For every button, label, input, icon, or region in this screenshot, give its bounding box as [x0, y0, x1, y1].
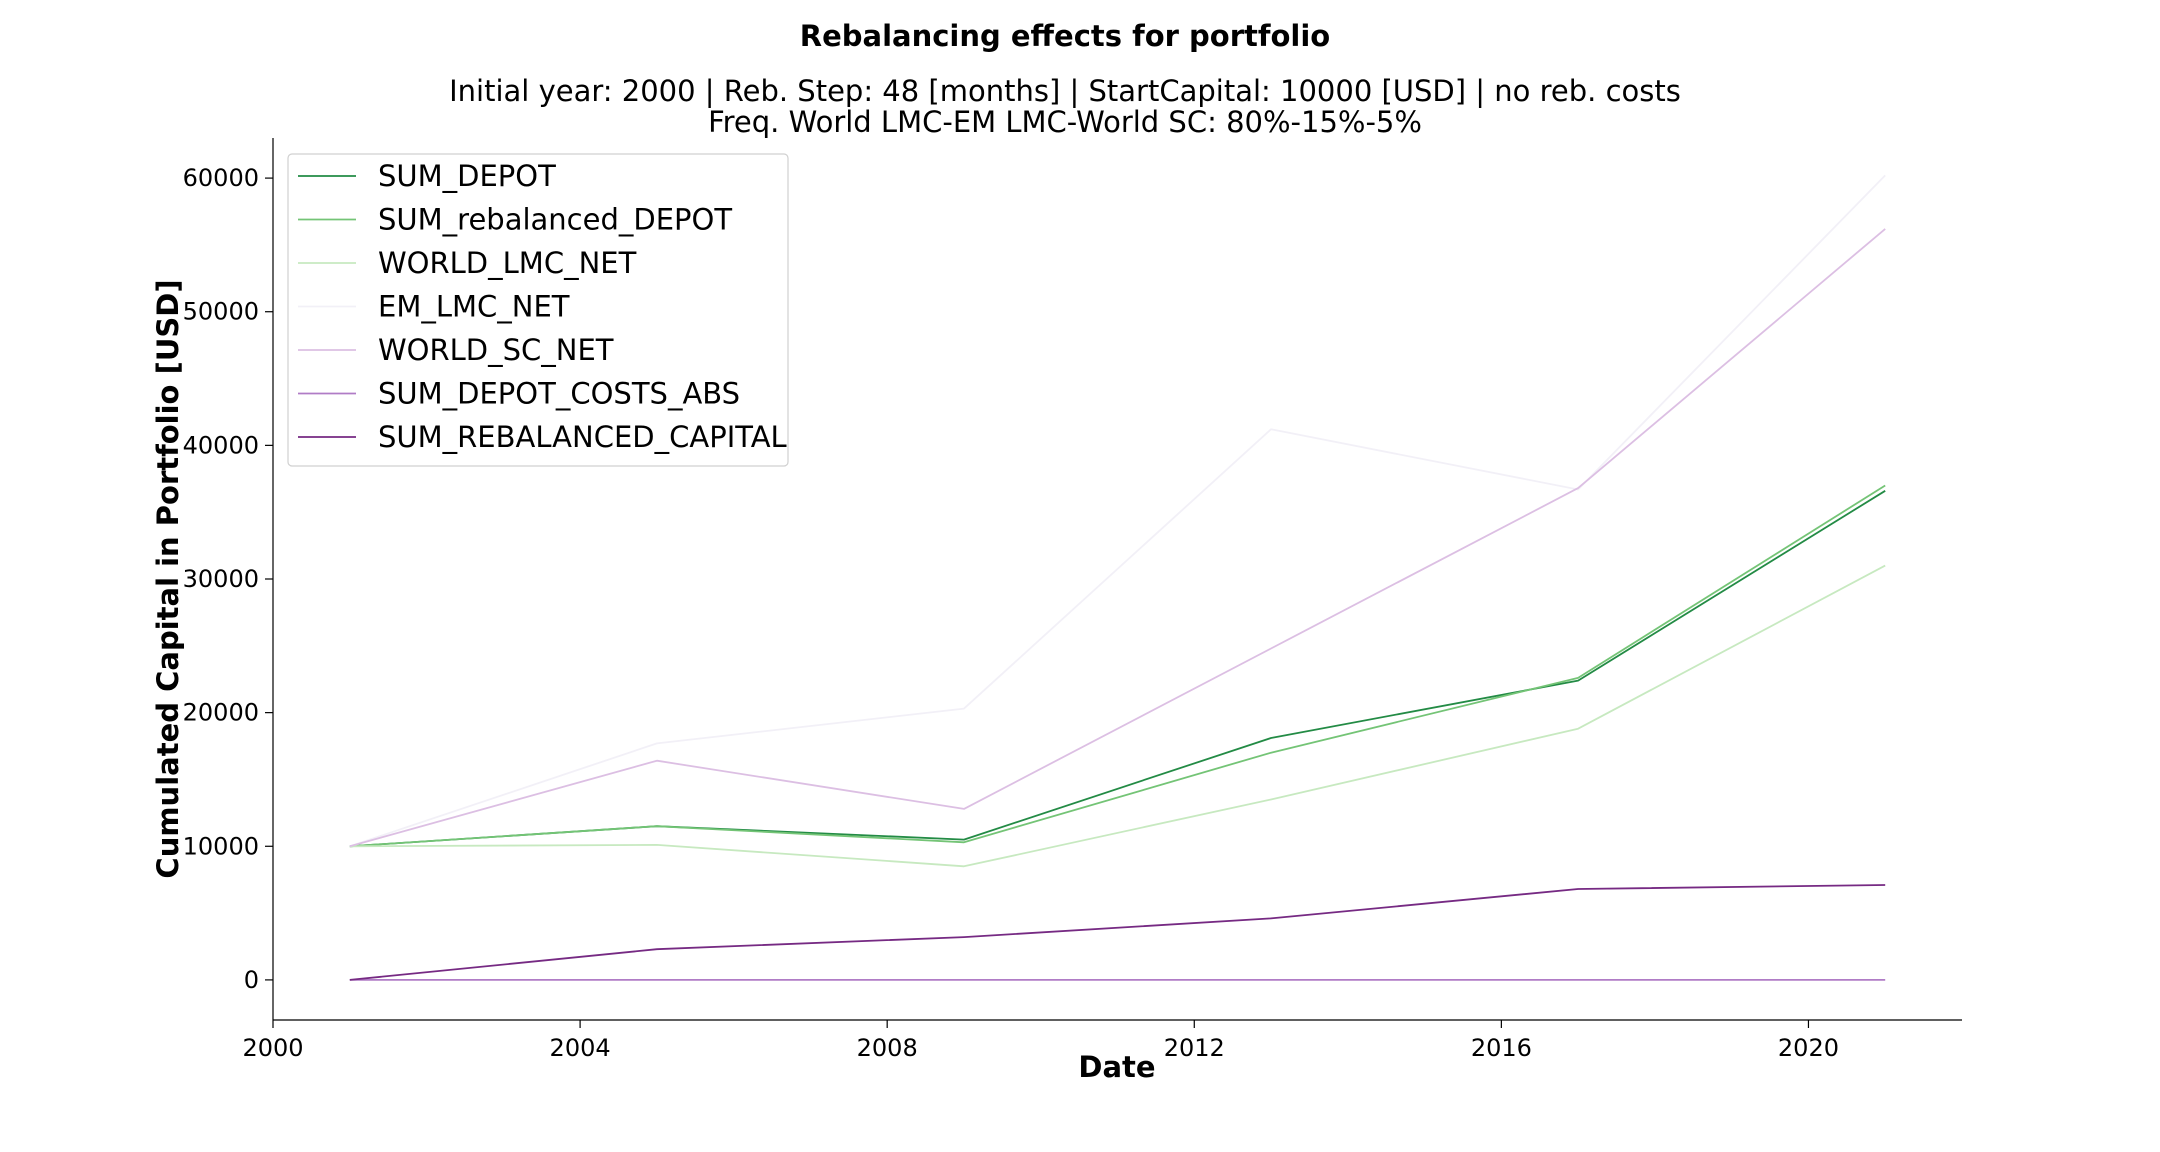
series-line-sum-depot [349, 490, 1886, 848]
x-tick-label: 2012 [1164, 1034, 1225, 1062]
series-line-sum-rebalanced-depot [349, 484, 1886, 848]
y-tick-label: 50000 [183, 298, 259, 326]
x-axis-label: Date [1078, 1050, 1155, 1084]
y-axis-label: Cumulated Capital in Portfolio [USD] [151, 279, 185, 878]
y-tick-label: 30000 [183, 565, 259, 593]
x-tick-label: 2004 [550, 1034, 611, 1062]
legend-entry: SUM_REBALANCED_CAPITAL [378, 420, 787, 454]
legend: SUM_DEPOT SUM_rebalanced_DEPOT WORLD_LMC_N… [287, 153, 789, 467]
legend-entry: EM_LMC_NET [378, 290, 570, 324]
chart-subtitle-line-1: Initial year: 2000 | Reb. Step: 48 [mont… [449, 74, 1681, 108]
y-tick-label: 40000 [183, 431, 259, 459]
series-line-sum-rebalanced-capital [349, 884, 1886, 981]
legend-entry: WORLD_LMC_NET [378, 246, 637, 280]
x-tick-label: 2000 [242, 1034, 303, 1062]
ticks: 2000 2004 2008 2012 2016 2020 0 10000 20000 30000… [183, 164, 1839, 1062]
chart-title: Rebalancing effects for portfolio [800, 19, 1330, 53]
series-line-world-lmc-net [349, 564, 1886, 868]
y-tick-label: 0 [244, 966, 259, 994]
y-tick-label: 20000 [183, 699, 259, 727]
x-tick-label: 2008 [857, 1034, 918, 1062]
series-line-em-lmc-net [349, 174, 1886, 848]
legend-entry: SUM_DEPOT [378, 159, 556, 193]
series-lines [349, 174, 1886, 981]
series-line-world-sc-net [349, 228, 1886, 848]
x-tick-label: 2020 [1778, 1034, 1839, 1062]
chart-subtitle-line-2: Freq. World LMC-EM LMC-World SC: 80%-15%… [708, 105, 1422, 139]
legend-entry: SUM_DEPOT_COSTS_ABS [378, 377, 740, 411]
x-tick-label: 2016 [1471, 1034, 1532, 1062]
y-tick-label: 10000 [183, 832, 259, 860]
legend-entry: WORLD_SC_NET [378, 333, 614, 367]
y-tick-label: 60000 [183, 164, 259, 192]
legend-entry: SUM_rebalanced_DEPOT [378, 203, 732, 237]
legend-box [287, 153, 789, 467]
